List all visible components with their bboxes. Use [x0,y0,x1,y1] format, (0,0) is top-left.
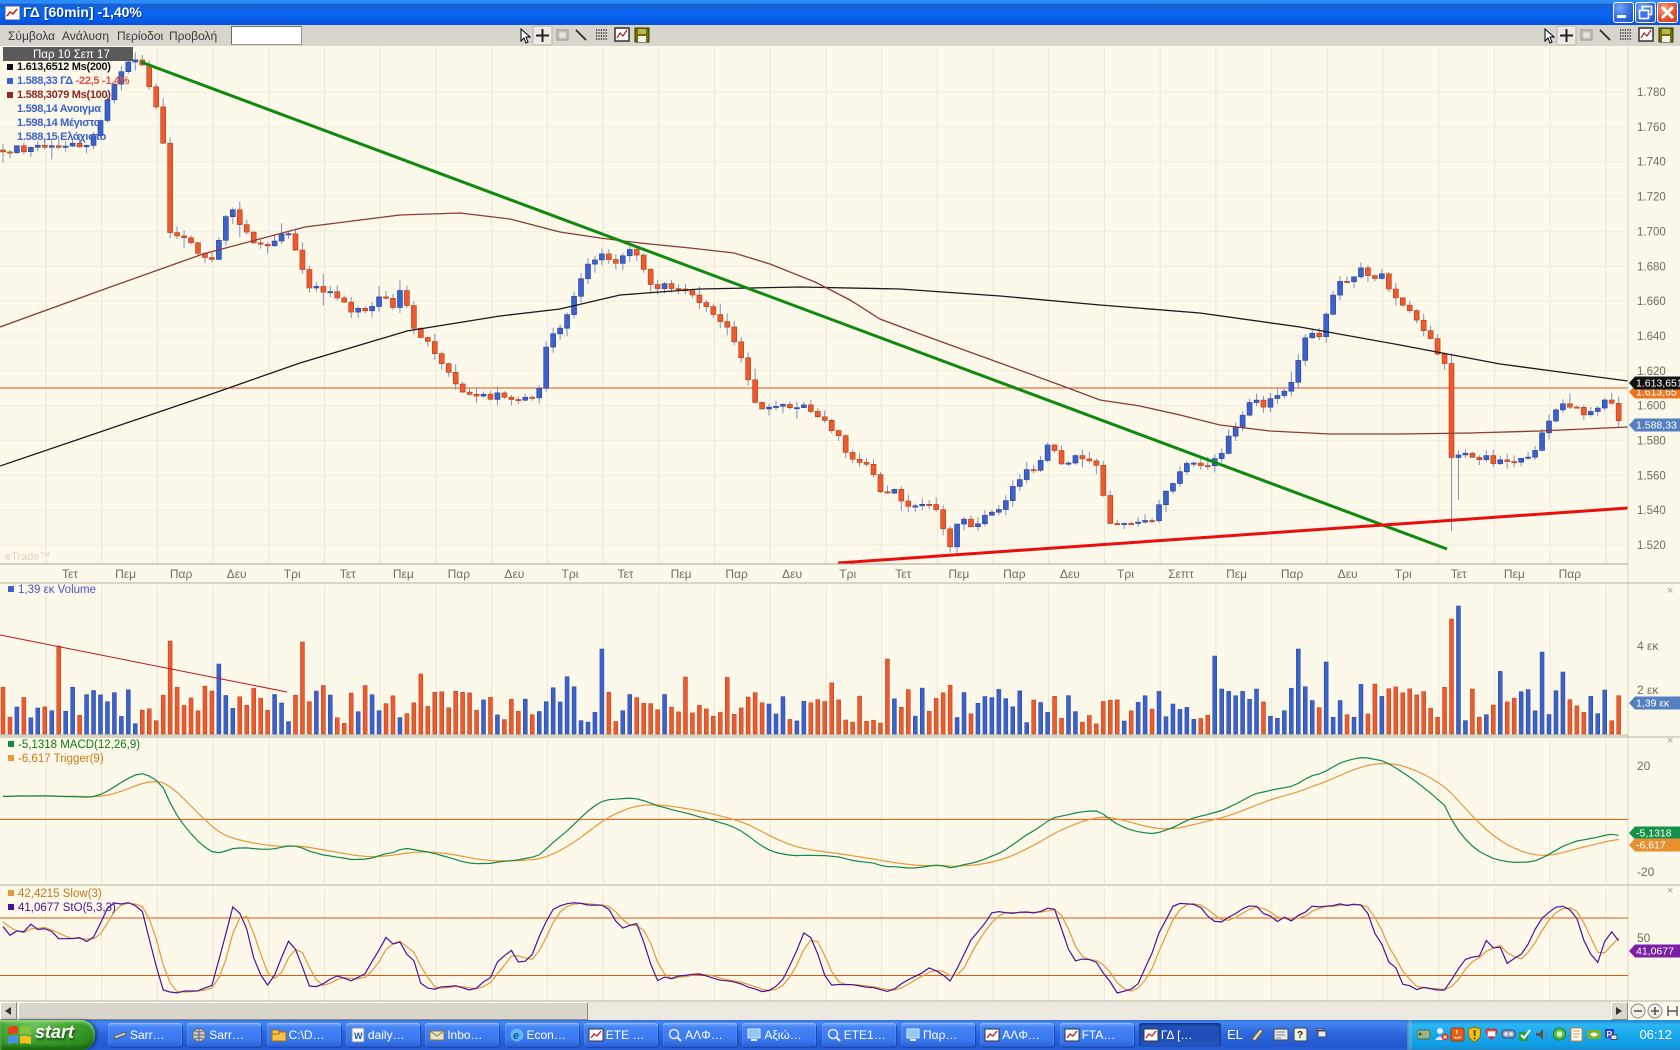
svg-text:Πεμ: Πεμ [948,567,969,581]
svg-text:50: 50 [1637,931,1651,945]
svg-text:1.720: 1.720 [1637,192,1666,204]
svg-text:R: R [1607,1030,1613,1039]
svg-text:Παρ: Παρ [170,567,193,581]
svg-text:1.780: 1.780 [1637,87,1666,99]
svg-text:41,0677: 41,0677 [1636,946,1674,958]
svg-text:Παρ: Παρ [448,567,471,581]
svg-text:Τετ: Τετ [340,567,356,581]
svg-text:Πεμ: Πεμ [115,567,136,581]
svg-text:-20: -20 [1637,865,1655,879]
svg-text:1.580: 1.580 [1637,436,1666,448]
svg-text:-6,617 Trigger(9): -6,617 Trigger(9) [18,753,104,765]
svg-text:-5,1318 MACD(12,26,9): -5,1318 MACD(12,26,9) [18,739,140,751]
svg-text:Σεπτ: Σεπτ [1168,567,1194,581]
svg-text:Πεμ: Πεμ [393,567,414,581]
svg-text:Τρι: Τρι [562,567,579,581]
svg-text:1.540: 1.540 [1637,505,1666,517]
svg-text:1.740: 1.740 [1637,157,1666,169]
svg-text:1.613,6512 Ms(200): 1.613,6512 Ms(200) [17,61,111,73]
svg-text:×: × [1667,585,1673,597]
svg-text:e: e [513,1030,519,1042]
svg-text:Δευ: Δευ [504,567,524,581]
svg-text:1.680: 1.680 [1637,261,1666,273]
svg-text:Τρι: Τρι [284,567,301,581]
svg-text:Τρι: Τρι [1395,567,1412,581]
svg-text:1,39 εκ: 1,39 εκ [1636,698,1670,710]
svg-text:Δευ: Δευ [1060,567,1080,581]
svg-text:Πεμ: Πεμ [1226,567,1247,581]
svg-text:41,0677 StO(5,3,3): 41,0677 StO(5,3,3) [18,902,116,914]
svg-text:1.520: 1.520 [1637,540,1666,552]
svg-text:Δευ: Δευ [782,567,802,581]
svg-text:1.700: 1.700 [1637,226,1666,238]
svg-text:1.660: 1.660 [1637,296,1666,308]
svg-text:Τετ: Τετ [617,567,633,581]
svg-text:Παρ: Παρ [725,567,748,581]
svg-text:20: 20 [1637,759,1651,773]
svg-text:×: × [1667,735,1673,747]
svg-text:1.588,15 Ελάχιστο: 1.588,15 Ελάχιστο [17,131,107,143]
svg-text:42,4215 Slow(3): 42,4215 Slow(3) [18,888,102,900]
svg-text:2 εκ: 2 εκ [1637,683,1659,697]
svg-text:1.640: 1.640 [1637,331,1666,343]
svg-text:×: × [1667,885,1673,897]
svg-text:1.588,33: 1.588,33 [1636,420,1677,432]
svg-text:Τρι: Τρι [839,567,856,581]
svg-text:Τετ: Τετ [62,567,78,581]
svg-text:1,39 εκ Volume: 1,39 εκ Volume [18,584,96,596]
svg-text:Παρ: Παρ [1559,567,1582,581]
svg-text:1.613,651: 1.613,651 [1636,378,1680,390]
svg-text:eTrade™: eTrade™ [5,551,50,563]
svg-text:Παρ: Παρ [1281,567,1304,581]
svg-text:Πεμ: Πεμ [671,567,692,581]
svg-text:1.600: 1.600 [1637,401,1666,413]
svg-text:Παρ 10 Σεπ 17: Παρ 10 Σεπ 17 [33,49,110,61]
svg-text:1.560: 1.560 [1637,470,1666,482]
svg-text:Παρ: Παρ [1003,567,1026,581]
svg-text:Τετ: Τετ [1451,567,1467,581]
svg-text:-6,617: -6,617 [1636,840,1666,852]
svg-text:1.588,33 ΓΔ -22,5 -1,4%: 1.588,33 ΓΔ -22,5 -1,4% [17,75,130,87]
svg-text:1.598,14 Ανοιγμα: 1.598,14 Ανοιγμα [17,103,101,115]
svg-text:Δευ: Δευ [227,567,247,581]
svg-text:?: ? [1297,1030,1303,1041]
svg-text:Πεμ: Πεμ [1504,567,1525,581]
svg-text:1.598,14 Μέγιστο: 1.598,14 Μέγιστο [17,117,101,129]
svg-text:1.760: 1.760 [1637,122,1666,134]
svg-text:1.620: 1.620 [1637,366,1666,378]
svg-text:Δευ: Δευ [1338,567,1358,581]
svg-text:Τρι: Τρι [1117,567,1134,581]
svg-text:1.588,3079 Ms(100): 1.588,3079 Ms(100) [17,89,111,101]
svg-text:Τετ: Τετ [895,567,911,581]
svg-text:-5,1318: -5,1318 [1636,828,1672,840]
svg-text:W: W [354,1031,363,1041]
svg-text:4 εκ: 4 εκ [1637,639,1659,653]
